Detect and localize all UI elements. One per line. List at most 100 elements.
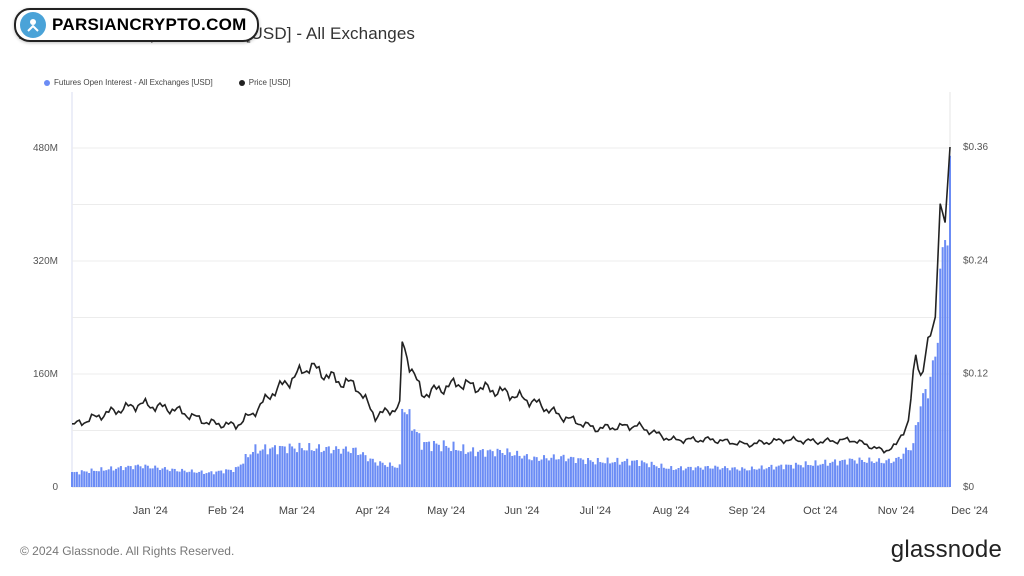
open-interest-bar <box>234 467 237 487</box>
open-interest-bar <box>102 470 105 487</box>
copyright-text: © 2024 Glassnode. All Rights Reserved. <box>20 544 235 558</box>
open-interest-bar <box>73 472 76 487</box>
open-interest-bar <box>144 464 147 487</box>
open-interest-bar <box>156 467 159 487</box>
open-interest-bar <box>743 468 746 487</box>
open-interest-bar <box>792 468 795 487</box>
grid-lines <box>71 92 951 488</box>
open-interest-bar <box>594 464 597 487</box>
right-axis-tick-label: $0.24 <box>963 255 988 266</box>
right-axis-tick-label: $0 <box>963 482 975 493</box>
open-interest-bar <box>596 457 599 487</box>
open-interest-bar <box>190 469 193 487</box>
open-interest-bar <box>843 459 846 487</box>
left-axis-tick-label: 480M <box>33 143 58 154</box>
open-interest-bar <box>924 389 927 487</box>
open-interest-bar <box>675 469 678 487</box>
open-interest-bar <box>728 470 731 487</box>
open-interest-bar <box>816 465 819 487</box>
open-interest-bar <box>430 451 433 487</box>
open-interest-bar <box>604 463 607 487</box>
open-interest-bar <box>545 458 548 487</box>
legend-item-open-interest[interactable]: Futures Open Interest - All Exchanges [U… <box>44 78 213 87</box>
open-interest-bar <box>689 466 692 487</box>
open-interest-bar <box>303 450 306 487</box>
open-interest-bar <box>229 469 232 487</box>
open-interest-bar <box>657 468 660 487</box>
open-interest-bar <box>834 459 837 487</box>
right-axis-tick-label: $0.12 <box>963 369 988 380</box>
x-axis-tick-label: Sep '24 <box>729 505 766 517</box>
open-interest-bar <box>215 471 218 487</box>
open-interest-bar <box>442 440 445 487</box>
open-interest-bar <box>379 461 382 487</box>
open-interest-bar <box>853 460 856 487</box>
open-interest-bar <box>797 464 800 487</box>
open-interest-bar <box>944 240 947 487</box>
open-interest-bar <box>878 458 881 487</box>
x-axis-tick-label: Oct '24 <box>803 505 838 517</box>
open-interest-bar <box>616 457 619 487</box>
x-axis-tick-label: Aug '24 <box>653 505 690 517</box>
x-axis-tick-label: Apr '24 <box>356 505 391 517</box>
open-interest-bar <box>386 466 389 487</box>
open-interest-bar <box>354 447 357 487</box>
open-interest-bar <box>217 470 220 487</box>
open-interest-bar <box>71 472 73 487</box>
open-interest-bar <box>552 454 555 487</box>
open-interest-bar <box>425 442 428 487</box>
open-interest-bar <box>391 465 394 487</box>
open-interest-bar <box>560 456 563 487</box>
open-interest-bar <box>679 466 682 487</box>
open-interest-bar <box>501 453 504 487</box>
open-interest-bar <box>349 453 352 487</box>
open-interest-bar <box>100 467 103 487</box>
open-interest-bar <box>780 464 783 487</box>
open-interest-bar <box>332 449 335 487</box>
open-interest-bar <box>457 450 460 487</box>
open-interest-bar <box>115 468 118 487</box>
open-interest-bar <box>934 356 937 487</box>
legend-dot-price <box>238 79 245 86</box>
open-interest-bar <box>222 473 225 487</box>
chart-plot[interactable]: 0 160M 320M 480M $0 $0.12 $0.24 $0.36 Jan '24 F… <box>0 0 1024 530</box>
open-interest-bar <box>569 456 572 487</box>
open-interest-bar <box>462 444 465 487</box>
open-interest-bar <box>518 455 521 487</box>
open-interest-bar <box>374 462 377 487</box>
open-interest-bar <box>772 469 775 487</box>
right-axis: $0 $0.12 $0.24 $0.36 <box>963 142 988 493</box>
open-interest-bar <box>555 459 558 487</box>
open-interest-bar <box>660 463 663 487</box>
legend-item-price[interactable]: Price [USD] <box>238 78 291 87</box>
open-interest-bar <box>261 449 264 487</box>
open-interest-bar <box>547 460 550 487</box>
open-interest-bar <box>127 465 130 487</box>
open-interest-bar <box>640 460 643 487</box>
open-interest-bar <box>269 448 272 487</box>
open-interest-bar <box>254 444 257 487</box>
open-interest-bar <box>401 408 404 487</box>
open-interest-bar <box>540 459 543 487</box>
open-interest-bar <box>846 464 849 487</box>
open-interest-bar <box>83 471 86 487</box>
open-interest-bar <box>880 462 883 487</box>
open-interest-bar <box>738 470 741 487</box>
open-interest-bar <box>626 458 629 487</box>
open-interest-bar <box>865 462 868 487</box>
open-interest-bar <box>599 462 602 487</box>
open-interest-bar <box>88 473 91 487</box>
open-interest-bar <box>93 470 96 487</box>
open-interest-bar <box>511 455 514 487</box>
x-axis: Jan '24 Feb '24 Mar '24 Apr '24 May '24 Jun '… <box>133 505 988 517</box>
open-interest-bar <box>428 441 431 487</box>
open-interest-bar <box>337 448 340 487</box>
open-interest-bar <box>313 451 316 487</box>
legend: Futures Open Interest - All Exchanges [U… <box>44 78 291 87</box>
open-interest-bar <box>271 447 274 487</box>
open-interest-bar <box>75 471 78 487</box>
open-interest-bar <box>489 449 492 487</box>
open-interest-bar <box>589 460 592 487</box>
open-interest-bar <box>770 464 773 487</box>
open-interest-bar <box>264 444 267 487</box>
